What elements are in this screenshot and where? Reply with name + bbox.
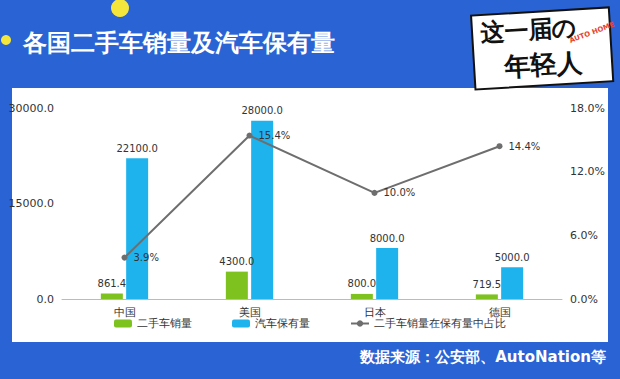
svg-text:719.5: 719.5 xyxy=(473,279,502,290)
svg-text:14.4%: 14.4% xyxy=(509,141,541,152)
svg-text:年轻人: 年轻人 xyxy=(502,47,584,82)
svg-text:6.0%: 6.0% xyxy=(570,229,598,242)
svg-text:8000.0: 8000.0 xyxy=(370,233,405,244)
svg-text:0.0: 0.0 xyxy=(37,293,55,306)
svg-text:15.4%: 15.4% xyxy=(259,130,291,141)
svg-text:二手车销量: 二手车销量 xyxy=(137,317,192,330)
svg-text:15000.0: 15000.0 xyxy=(9,197,55,210)
svg-text:这一届の: 这一届の xyxy=(479,13,578,47)
svg-text:各国二手车销量及汽车保有量: 各国二手车销量及汽车保有量 xyxy=(22,29,335,57)
svg-text:数据来源：公安部、AutoNation等: 数据来源：公安部、AutoNation等 xyxy=(359,348,606,366)
svg-text:861.4: 861.4 xyxy=(98,278,127,289)
svg-text:30000.0: 30000.0 xyxy=(9,102,55,115)
svg-text:二手车销量在保有量中占比: 二手车销量在保有量中占比 xyxy=(374,317,506,330)
svg-text:3.9%: 3.9% xyxy=(134,252,159,263)
svg-text:德国: 德国 xyxy=(488,306,511,319)
svg-text:28000.0: 28000.0 xyxy=(241,105,282,116)
svg-text:12.0%: 12.0% xyxy=(570,165,605,178)
svg-text:4300.0: 4300.0 xyxy=(219,256,254,267)
svg-text:18.0%: 18.0% xyxy=(570,102,605,115)
svg-text:AUTO HOME: AUTO HOME xyxy=(568,20,616,44)
svg-text:10.0%: 10.0% xyxy=(384,187,416,198)
svg-text:800.0: 800.0 xyxy=(348,278,377,289)
svg-text:日本: 日本 xyxy=(363,306,386,319)
svg-text:22100.0: 22100.0 xyxy=(116,143,157,154)
svg-text:汽车保有量: 汽车保有量 xyxy=(255,317,310,330)
svg-text:中国: 中国 xyxy=(114,306,136,319)
svg-text:美国: 美国 xyxy=(238,306,261,319)
svg-text:0.0%: 0.0% xyxy=(570,293,598,306)
svg-text:5000.0: 5000.0 xyxy=(495,252,530,263)
